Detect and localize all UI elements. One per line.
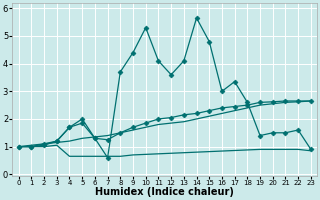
X-axis label: Humidex (Indice chaleur): Humidex (Indice chaleur) (95, 187, 234, 197)
